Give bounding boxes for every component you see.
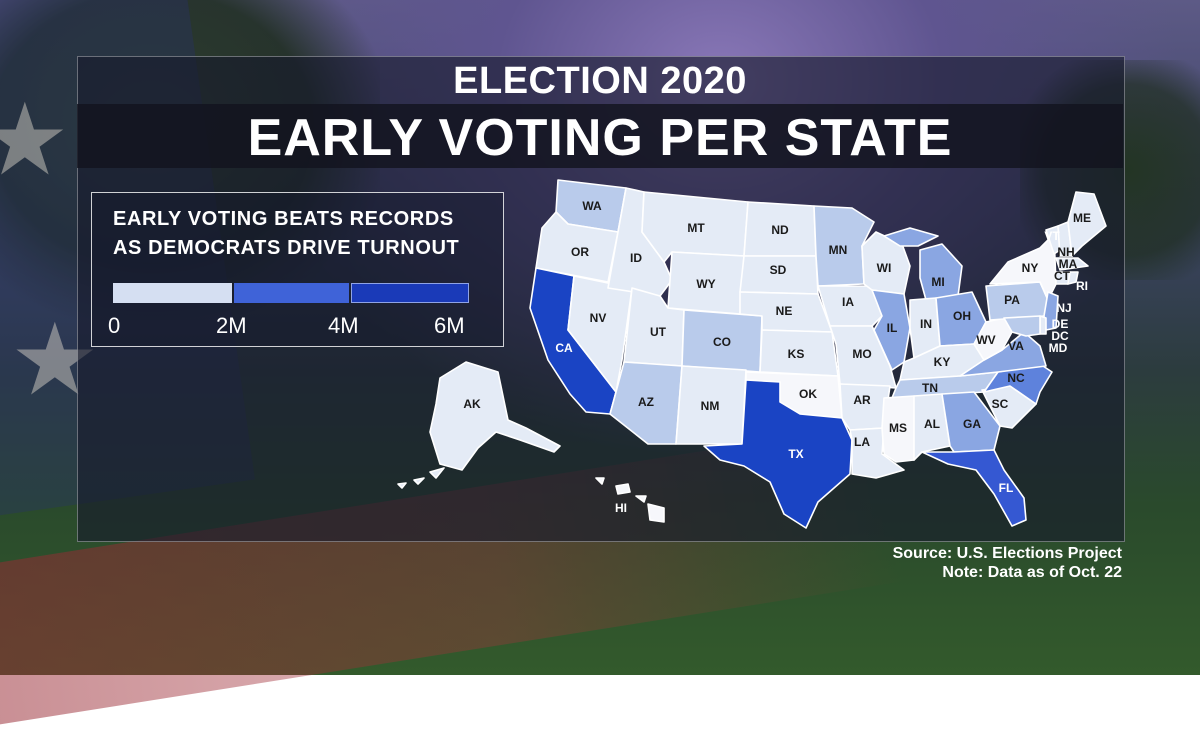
state-MI <box>919 243 963 301</box>
state-AK <box>429 361 561 471</box>
label-MA: MA <box>1059 257 1078 271</box>
state-WI <box>861 231 911 295</box>
legend-scale-segment-high <box>351 283 469 303</box>
state-IL <box>871 289 911 371</box>
label-SC: SC <box>992 397 1009 411</box>
state-NY <box>989 233 1057 301</box>
label-AK: AK <box>463 397 481 411</box>
label-CT: CT <box>1054 269 1071 283</box>
label-FL: FL <box>999 481 1014 495</box>
label-ID: ID <box>630 251 642 265</box>
label-DC: DC <box>1051 329 1069 343</box>
state-MD <box>1003 315 1041 337</box>
state-OR <box>535 211 619 283</box>
legend-scale-segment-mid <box>234 283 349 303</box>
source-line: Source: U.S. Elections Project <box>892 545 1122 562</box>
label-IN: IN <box>920 317 932 331</box>
headline-title: EARLY VOTING PER STATE <box>247 109 953 167</box>
label-NH: NH <box>1057 245 1074 259</box>
label-PA: PA <box>1004 293 1020 307</box>
legend-tick-4m: 4M <box>328 313 359 338</box>
source-note: Source: U.S. Elections Project Note: Dat… <box>893 544 1122 582</box>
state-IA <box>817 285 883 327</box>
state-FL <box>921 449 1027 527</box>
label-LA: LA <box>854 435 870 449</box>
label-HI: HI <box>615 501 627 515</box>
label-MD: MD <box>1049 341 1068 355</box>
label-KY: KY <box>934 355 951 369</box>
legend-scale-segment-low <box>113 283 232 303</box>
state-HI <box>595 477 665 523</box>
label-SD: SD <box>770 263 787 277</box>
label-AR: AR <box>853 393 871 407</box>
label-AZ: AZ <box>638 395 654 409</box>
label-NY: NY <box>1022 261 1039 275</box>
label-UT: UT <box>650 325 667 339</box>
label-ME: ME <box>1073 211 1091 225</box>
legend-tick-2m: 2M <box>216 313 247 338</box>
label-VT: VT <box>1044 229 1060 243</box>
state-MA <box>1055 257 1089 271</box>
label-GA: GA <box>963 417 981 431</box>
label-KS: KS <box>788 347 805 361</box>
legend-tick-0: 0 <box>108 313 121 338</box>
state-ME <box>1067 191 1107 257</box>
label-MI: MI <box>931 275 944 289</box>
us-map: WA OR CA NV ID MT WY UT AZ CO NM ND SD N… <box>397 179 1107 529</box>
label-NC: NC <box>1007 371 1025 385</box>
state-TX <box>703 379 853 529</box>
label-NJ: NJ <box>1056 301 1071 315</box>
headline-bar <box>77 104 1123 168</box>
state-AK-chain <box>397 467 445 489</box>
label-WA: WA <box>582 199 602 213</box>
label-VA: VA <box>1008 339 1024 353</box>
label-TX: TX <box>788 447 803 461</box>
state-AL <box>913 393 951 461</box>
note-line: Note: Data as of Oct. 22 <box>942 564 1122 581</box>
label-DE: DE <box>1052 317 1069 331</box>
label-TN: TN <box>922 381 938 395</box>
label-MS: MS <box>889 421 907 435</box>
label-CO: CO <box>713 335 731 349</box>
label-MO: MO <box>852 347 871 361</box>
label-NV: NV <box>590 311 607 325</box>
legend-subtitle-line2: AS DEMOCRATS DRIVE TURNOUT <box>113 237 460 259</box>
label-AL: AL <box>924 417 940 431</box>
label-OK: OK <box>799 387 817 401</box>
legend-subtitle-line1: EARLY VOTING BEATS RECORDS <box>113 208 454 230</box>
label-OR: OR <box>571 245 589 259</box>
label-MN: MN <box>829 243 848 257</box>
label-CA: CA <box>555 341 573 355</box>
label-WI: WI <box>877 261 892 275</box>
label-NE: NE <box>776 304 793 318</box>
flag-star-icon: ★ <box>0 84 70 196</box>
state-RI <box>1067 271 1079 285</box>
state-MI-upper <box>883 227 939 247</box>
label-WY: WY <box>696 277 715 291</box>
legend-tick-6m: 6M <box>434 313 465 338</box>
label-ND: ND <box>771 223 789 237</box>
state-DE <box>1039 315 1047 335</box>
label-IA: IA <box>842 295 854 309</box>
label-IL: IL <box>887 321 898 335</box>
label-NM: NM <box>701 399 720 413</box>
label-WV: WV <box>976 333 995 347</box>
label-OH: OH <box>953 309 971 323</box>
legend-box <box>91 192 504 347</box>
kicker-title: ELECTION 2020 <box>453 60 747 102</box>
label-RI: RI <box>1076 279 1088 293</box>
state-NJ <box>1043 291 1059 331</box>
label-MT: MT <box>687 221 705 235</box>
